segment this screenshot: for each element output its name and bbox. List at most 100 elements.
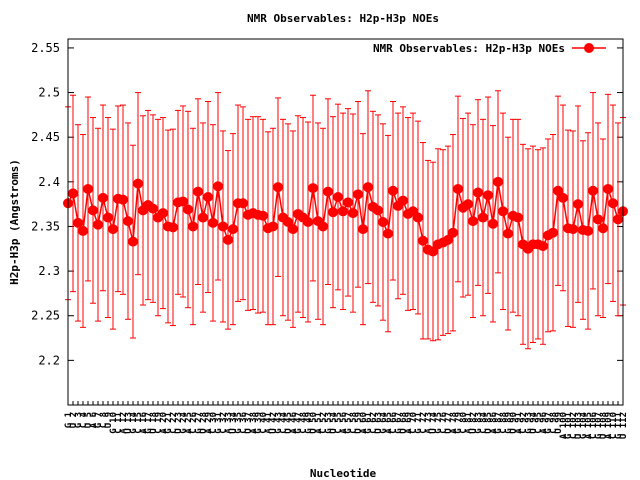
y-tick-label: 2.2 [38, 353, 60, 367]
chart-title: NMR Observables: H2p-H3p NOEs [247, 12, 439, 25]
x-tick-label: G 107 [594, 412, 604, 439]
data-point [453, 183, 463, 194]
x-tick-label: C 98 [549, 412, 559, 434]
data-point [183, 204, 193, 215]
x-tick-label: G 83 [474, 412, 484, 434]
x-tick-label: G 89 [504, 412, 514, 434]
x-tick-label: C 80 [459, 412, 469, 434]
data-point [488, 218, 498, 229]
x-tick-label: G 57 [344, 412, 354, 434]
data-point [603, 183, 613, 194]
data-point [588, 185, 598, 196]
data-point [118, 194, 128, 205]
x-tick-label: A 51 [314, 412, 324, 434]
x-tick-label: A 109 [604, 412, 614, 439]
x-tick-label: G 7 [94, 412, 104, 428]
x-tick-label: C 32 [219, 412, 229, 434]
x-tick-label: G 67 [394, 412, 404, 434]
x-tick-label: C 102 [569, 412, 579, 439]
x-tick-label: G 49 [304, 412, 314, 434]
x-tick-label: C 11 [114, 412, 124, 434]
x-tick-label: U 23 [174, 412, 184, 434]
x-tick-label: C 40 [259, 412, 269, 434]
y-tick-label: 2.25 [31, 309, 60, 323]
x-tick-label: C 88 [499, 412, 509, 434]
data-point [68, 188, 78, 199]
x-tick-label: U 77 [444, 412, 454, 434]
x-tick-label: U 112 [619, 412, 629, 439]
data-point [318, 221, 328, 232]
data-point [598, 223, 608, 234]
data-point [333, 192, 343, 203]
data-point [428, 246, 438, 257]
data-point [478, 212, 488, 223]
x-tick-label: G 43 [274, 412, 284, 434]
data-point [123, 216, 133, 227]
x-tick-label: A 73 [424, 412, 434, 434]
data-point [483, 190, 493, 201]
x-tick-label: U 2 [69, 412, 79, 428]
x-tick-label: C 84 [479, 411, 489, 433]
y-tick-label: 2.35 [31, 219, 60, 233]
x-tick-label: A 12 [119, 412, 129, 434]
x-tick-label: A 105 [584, 412, 594, 439]
x-tick-label: A 38 [249, 412, 259, 434]
data-point [283, 217, 293, 227]
data-point [128, 236, 138, 247]
x-tick-label: A 78 [449, 412, 459, 434]
x-tick-label: G 64 [379, 411, 389, 433]
x-tick-label: C 95 [534, 412, 544, 434]
x-tick-label: C 92 [519, 412, 529, 434]
y-tick-label: 2.4 [38, 175, 60, 189]
data-point [538, 241, 548, 252]
x-tick-label: A 96 [539, 412, 549, 434]
y-tick-label: 2.3 [38, 264, 60, 278]
data-point [208, 217, 218, 228]
x-tick-label: C 66 [389, 412, 399, 434]
data-point [303, 217, 313, 227]
x-tick-label: C 8 [99, 412, 109, 428]
x-tick-label: U 94 [529, 411, 539, 433]
x-tick-label: A 100 [559, 412, 569, 439]
data-point [258, 210, 268, 221]
data-point [593, 214, 603, 225]
data-point [413, 212, 423, 223]
data-point [363, 182, 373, 193]
x-tick-label: C 19 [154, 412, 164, 434]
data-point [203, 192, 213, 203]
x-tick-label: U 50 [309, 412, 319, 434]
x-tick-label: A 29 [204, 412, 214, 434]
plot-area: 2.22.252.32.352.42.452.52.55G 1U 2G 3C 4… [31, 41, 629, 439]
x-tick-label: G 17 [144, 412, 154, 434]
data-point [98, 192, 108, 203]
data-point [513, 212, 523, 223]
y-tick-label: 2.45 [31, 130, 60, 144]
x-tick-label: G 10 [109, 412, 119, 434]
data-point [373, 205, 383, 216]
x-tick-label: U 63 [374, 412, 384, 434]
x-tick-label: A 69 [404, 412, 414, 434]
x-tick-label: C 55 [334, 412, 344, 434]
data-point [493, 176, 503, 187]
data-point [198, 212, 208, 223]
x-tick-label: C 70 [409, 412, 419, 434]
data-point [133, 178, 143, 189]
data-point [213, 181, 223, 192]
x-tick-label: G 21 [164, 412, 174, 434]
x-tick-label: U 90 [509, 412, 519, 434]
x-tick-label: U 5 [84, 412, 94, 428]
x-tick-label: U 9 [104, 412, 114, 428]
data-point [548, 227, 558, 238]
x-tick-label: C 76 [439, 412, 449, 434]
x-tick-label: G 79 [454, 412, 464, 434]
x-tick-label: C 58 [349, 412, 359, 434]
x-tick-label: G 97 [544, 412, 554, 434]
x-tick-label: U 34 [229, 411, 239, 433]
x-tick-label: C 4 [79, 411, 89, 428]
x-tick-label: C 30 [209, 412, 219, 434]
x-tick-label: U 13 [124, 412, 134, 434]
data-point [568, 224, 578, 235]
x-tick-label: C 15 [134, 412, 144, 434]
legend-marker [584, 43, 594, 53]
